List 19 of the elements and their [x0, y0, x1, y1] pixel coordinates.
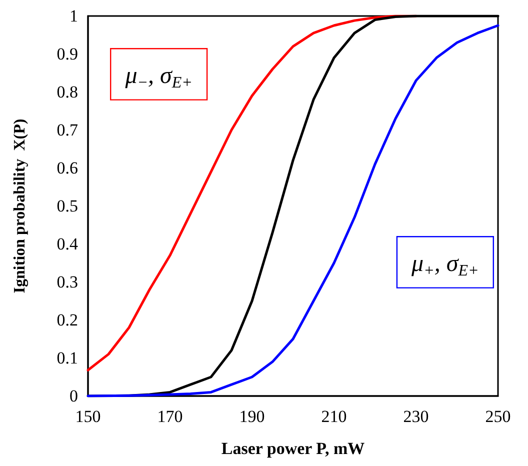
x-tick-label: 210 — [321, 407, 347, 426]
y-tick-label: 0.3 — [56, 272, 78, 292]
y-tick-label: 0.7 — [56, 120, 78, 140]
x-tick-label: 250 — [485, 407, 511, 426]
x-tick-label: 230 — [403, 407, 429, 426]
y-tick-label: 0.8 — [56, 82, 78, 102]
x-tick-label: 190 — [239, 407, 265, 426]
y-tick-label: 0 — [70, 386, 78, 406]
y-tick-label: 0.6 — [56, 158, 78, 178]
y-tick-label: 1 — [70, 6, 78, 26]
x-tick-label: 170 — [157, 407, 183, 426]
y-tick-label: 0.5 — [56, 196, 78, 216]
y-tick-label: 0.2 — [56, 310, 78, 330]
x-tick-label: 150 — [75, 407, 101, 426]
y-tick-label: 0.4 — [56, 234, 78, 254]
y-tick-label: 0.9 — [56, 44, 78, 64]
y-axis-title: Ignition probability X(P) — [12, 118, 28, 294]
x-axis-title: Laser power P, mW — [221, 439, 365, 458]
y-tick-label: 0.1 — [56, 348, 78, 368]
